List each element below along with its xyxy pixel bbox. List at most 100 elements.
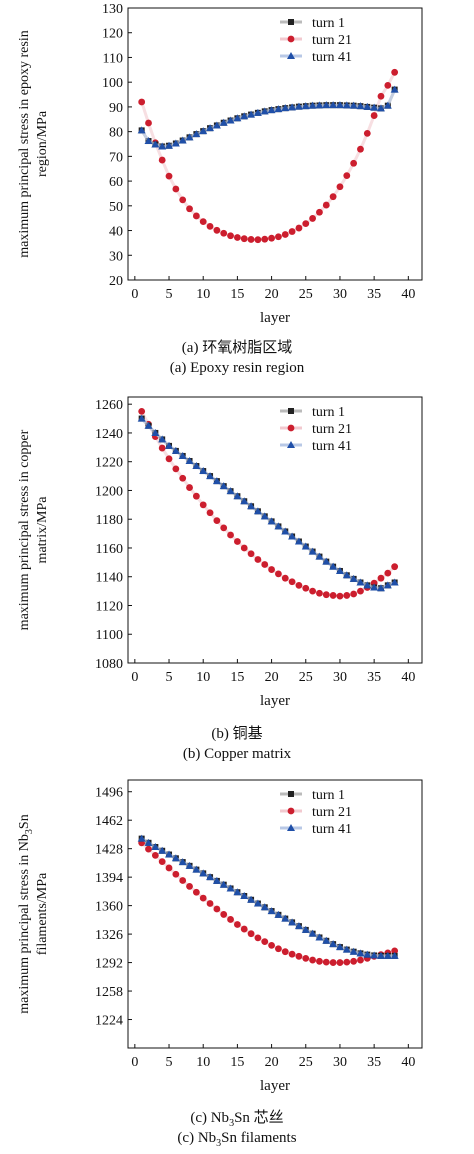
- data-point: [247, 236, 255, 243]
- data-point: [219, 118, 228, 126]
- caption-b-cn: (b) 铜基: [211, 726, 263, 742]
- y-tick-label: 1428: [95, 843, 123, 858]
- data-point: [261, 938, 269, 946]
- data-point: [165, 850, 174, 858]
- legend: turn 1 turn 21 turn 41: [280, 405, 352, 454]
- data-point: [267, 907, 276, 915]
- data-point: [322, 591, 330, 599]
- data-point: [301, 102, 310, 110]
- series-line: [140, 89, 397, 149]
- data-point: [171, 139, 180, 147]
- data-point: [390, 85, 399, 93]
- y-tick-label: 1080: [95, 657, 123, 672]
- data-point: [335, 943, 344, 951]
- data-point: [329, 101, 338, 109]
- y-axis-label: maximum principal stress in copper matrix…: [17, 429, 50, 630]
- caption-c-cn-sub: 3: [229, 1118, 235, 1129]
- data-point: [233, 921, 241, 928]
- data-point: [199, 501, 207, 509]
- data-point: [322, 557, 331, 565]
- data-point: [274, 105, 283, 113]
- data-point: [186, 205, 193, 213]
- data-point: [185, 133, 194, 141]
- y-axis-label-line: maximum principal stress in copper: [17, 429, 32, 630]
- y-tick-label: 1240: [95, 427, 123, 442]
- data-point: [233, 538, 241, 545]
- y-tick-label: 1220: [95, 456, 123, 471]
- legend-label: turn 1: [312, 405, 345, 420]
- data-point: [275, 570, 282, 578]
- x-tick-label: 25: [299, 287, 313, 302]
- series-turn-21: [138, 68, 399, 244]
- legend-marker: [287, 441, 295, 448]
- data-point: [240, 891, 249, 899]
- data-point: [363, 102, 372, 110]
- data-point: [267, 106, 276, 114]
- data-point: [226, 116, 235, 124]
- data-point: [233, 114, 242, 122]
- data-point: [281, 948, 289, 956]
- data-point: [370, 583, 379, 591]
- series-turn-41: [137, 414, 399, 592]
- data-point: [281, 574, 289, 582]
- data-point: [316, 589, 323, 597]
- y-tick-label: 1160: [96, 542, 123, 557]
- caption-c-cn-b: Sn 芯丝: [234, 1110, 284, 1126]
- chart-panel-c: 1224 1258 1292 1326 1360 1394 1428 1462 1496 0 5 10…: [0, 772, 474, 1154]
- data-point: [294, 537, 303, 545]
- series-line: [140, 417, 396, 590]
- data-point: [357, 587, 364, 595]
- data-point: [137, 834, 146, 842]
- data-point: [192, 492, 200, 500]
- data-point: [288, 532, 297, 540]
- data-point: [322, 101, 331, 109]
- series-turn-41: [137, 85, 399, 150]
- data-point: [247, 502, 256, 510]
- x-tick-label: 40: [401, 670, 415, 685]
- legend: turn 1 turn 21 turn 41: [280, 16, 352, 65]
- legend-label: turn 41: [312, 439, 352, 454]
- y-axis-label-line: region/MPa: [35, 110, 50, 177]
- data-point: [268, 566, 275, 573]
- x-axis-label: layer: [260, 310, 290, 326]
- data-point: [240, 544, 248, 552]
- y-tick-label: 1260: [95, 398, 123, 413]
- series-line: [140, 71, 397, 242]
- data-point: [335, 101, 344, 109]
- data-point: [165, 141, 174, 149]
- data-point: [206, 472, 215, 480]
- data-point: [309, 215, 317, 222]
- data-point: [233, 234, 241, 241]
- x-tick-label: 25: [299, 1055, 313, 1070]
- x-tick-label: 30: [333, 1055, 347, 1070]
- data-point: [260, 512, 269, 520]
- data-point: [138, 98, 146, 106]
- data-point: [322, 201, 330, 209]
- x-axis-label: layer: [260, 1078, 290, 1094]
- data-point: [206, 222, 214, 230]
- data-point: [384, 569, 392, 577]
- x-tick-label: 35: [367, 670, 381, 685]
- data-point: [227, 916, 234, 923]
- y-axis-label: maximum principal stress in Nb3Snfilamen…: [17, 814, 50, 1013]
- data-point: [206, 509, 214, 517]
- data-point: [294, 102, 303, 110]
- data-point: [350, 590, 358, 598]
- data-point: [158, 142, 167, 150]
- chart-c-svg: 1224 1258 1292 1326 1360 1394 1428 1462 1496 0 5 10…: [17, 779, 423, 1094]
- data-point: [165, 172, 173, 180]
- data-point: [316, 957, 323, 965]
- series-turn-41: [137, 834, 399, 959]
- caption-c-en: (c) Nb3Sn filaments: [0, 1128, 474, 1154]
- y-tick-label: 1140: [96, 571, 123, 586]
- data-point: [308, 547, 317, 555]
- data-point: [383, 101, 392, 109]
- data-point: [329, 193, 337, 201]
- x-tick-label: 15: [230, 287, 244, 302]
- data-point: [281, 527, 290, 535]
- data-point: [343, 592, 351, 599]
- x-tick-label: 30: [333, 287, 347, 302]
- chart-panel-b: 1080 1100 1120 1140 1160 1180 1200 1220 1240 1260…: [0, 388, 474, 766]
- data-point: [158, 846, 167, 854]
- data-point: [199, 894, 207, 902]
